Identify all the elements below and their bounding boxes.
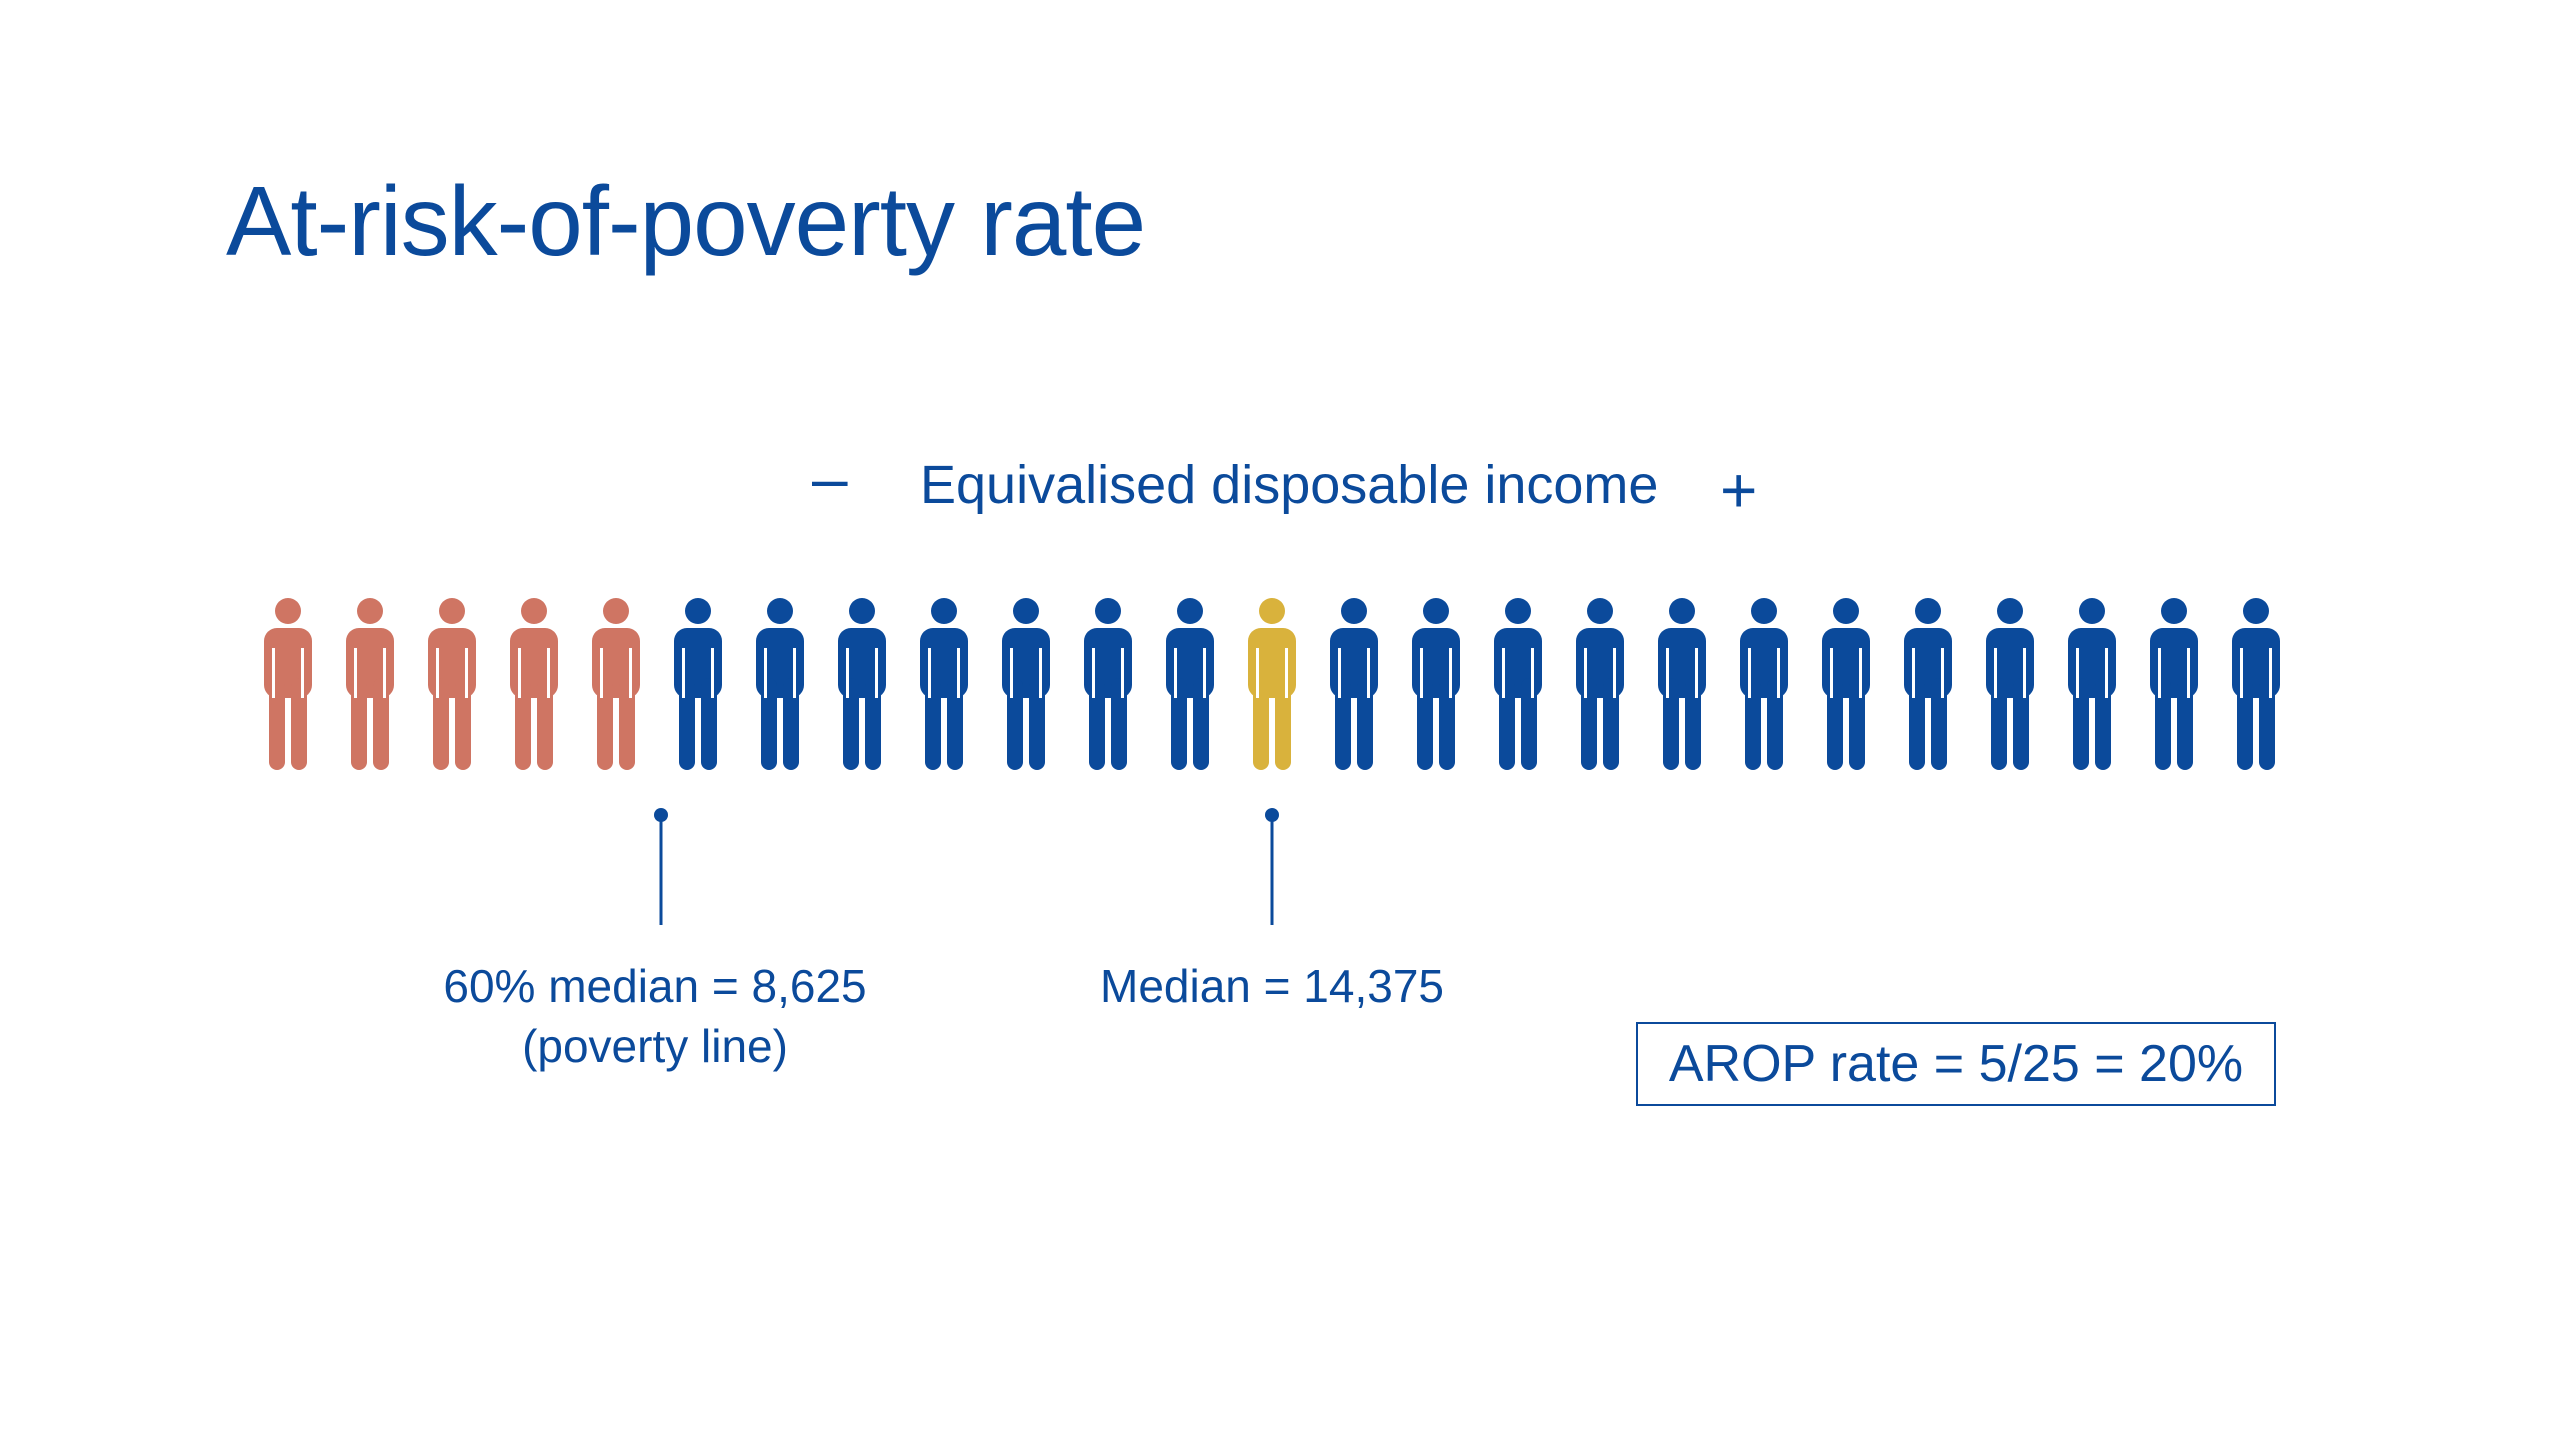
poverty-line-marker: [654, 808, 668, 925]
person-icon-7-above-line: [756, 598, 804, 770]
person-icon-3-at-risk: [428, 598, 476, 770]
person-icon-21-above-line: [1904, 598, 1952, 770]
person-icon-25-above-line: [2232, 598, 2280, 770]
minus-icon: –: [812, 442, 848, 514]
person-icon-4-at-risk: [510, 598, 558, 770]
person-icon-16-above-line: [1494, 598, 1542, 770]
person-icon-8-above-line: [838, 598, 886, 770]
arop-rate-box: AROP rate = 5/25 = 20%: [1636, 1022, 2276, 1106]
person-icon-20-above-line: [1822, 598, 1870, 770]
person-icon-13-median: [1248, 598, 1296, 770]
person-icon-15-above-line: [1412, 598, 1460, 770]
person-icon-24-above-line: [2150, 598, 2198, 770]
poverty-line-label: 60% median = 8,625 (poverty line): [410, 956, 900, 1076]
median-marker: [1265, 808, 1279, 925]
person-icon-2-at-risk: [346, 598, 394, 770]
median-label: Median = 14,375: [1100, 960, 1444, 1012]
person-icon-11-above-line: [1084, 598, 1132, 770]
person-icon-14-above-line: [1330, 598, 1378, 770]
page-title: At-risk-of-poverty rate: [226, 166, 1146, 276]
person-icon-23-above-line: [2068, 598, 2116, 770]
person-icon-1-at-risk: [264, 598, 312, 770]
income-axis-label: Equivalised disposable income: [920, 455, 1659, 515]
person-icon-9-above-line: [920, 598, 968, 770]
poverty-line-value: 60% median = 8,625: [443, 960, 867, 1012]
plus-icon: +: [1720, 454, 1758, 526]
poverty-line-caption: (poverty line): [522, 1020, 788, 1072]
person-icon-19-above-line: [1740, 598, 1788, 770]
person-icon-5-at-risk: [592, 598, 640, 770]
person-icon-22-above-line: [1986, 598, 2034, 770]
person-icon-10-above-line: [1002, 598, 1050, 770]
person-icon-17-above-line: [1576, 598, 1624, 770]
person-icon-6-above-line: [674, 598, 722, 770]
person-icon-12-above-line: [1166, 598, 1214, 770]
arop-rate-text: AROP rate = 5/25 = 20%: [1668, 1035, 2244, 1093]
person-icon-18-above-line: [1658, 598, 1706, 770]
